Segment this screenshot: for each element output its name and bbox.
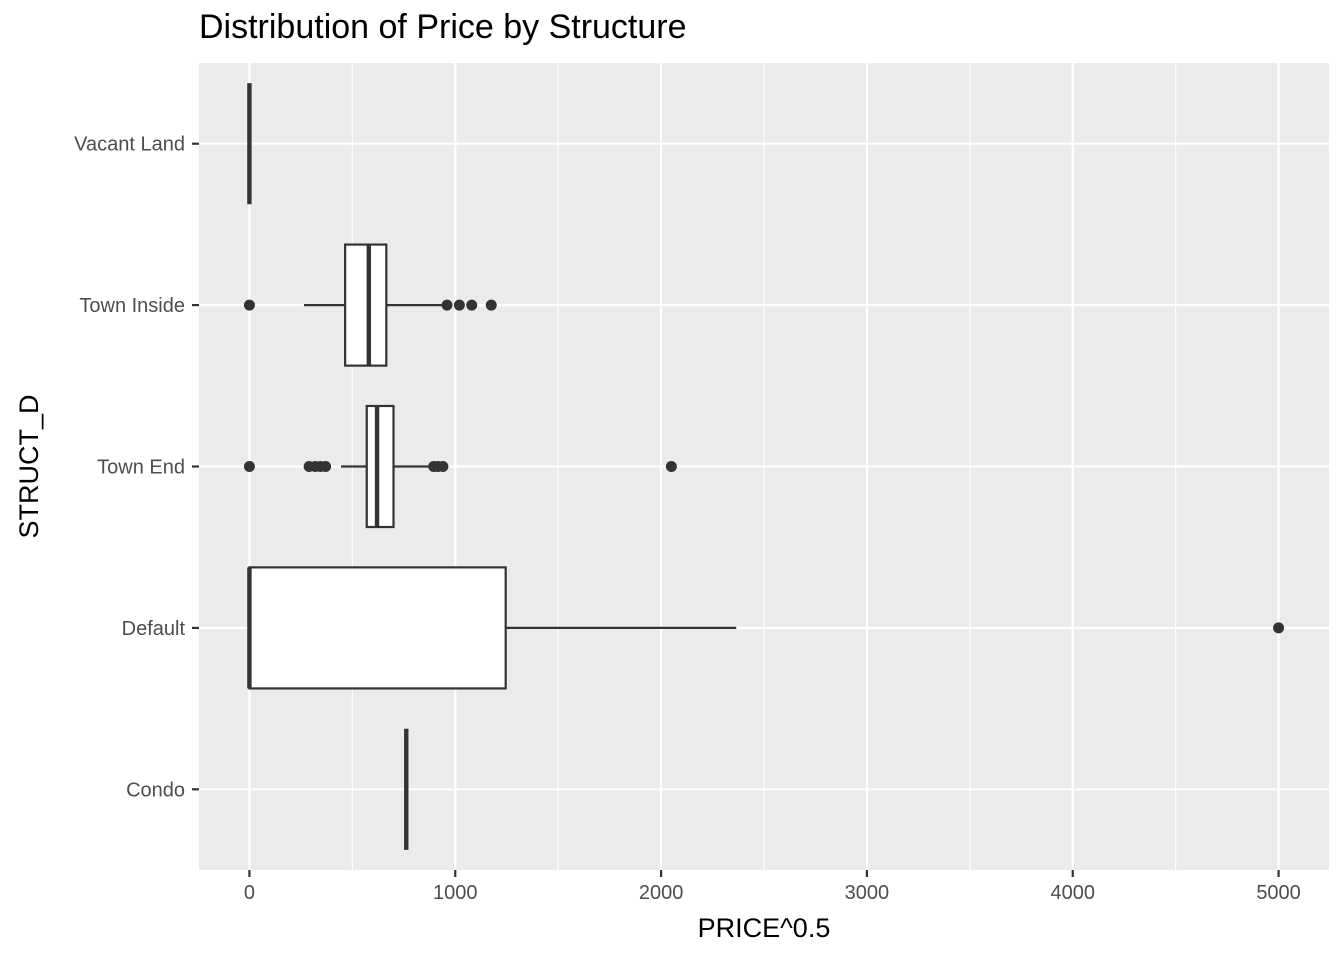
outlier-point bbox=[453, 299, 465, 311]
outlier-point bbox=[441, 299, 453, 311]
y-tick-label: Town Inside bbox=[79, 295, 185, 317]
x-tick-label: 2000 bbox=[639, 882, 684, 904]
x-tick-label: 1000 bbox=[433, 882, 478, 904]
outlier-point bbox=[437, 461, 449, 472]
outlier-point bbox=[485, 299, 497, 311]
axes-layer: 0 1000 2000 3000 4000 5000 Condo Default Town En… bbox=[74, 134, 1301, 904]
x-tick-label: 3000 bbox=[845, 882, 890, 904]
y-tick-label: Vacant Land bbox=[74, 134, 185, 156]
outlier-point bbox=[466, 299, 478, 311]
y-tick-label: Town End bbox=[97, 457, 185, 479]
outlier-point bbox=[320, 461, 332, 472]
box-iqr bbox=[365, 404, 395, 529]
y-tick-label: Default bbox=[122, 618, 186, 640]
x-tick-label: 4000 bbox=[1050, 882, 1095, 904]
outlier-point bbox=[665, 461, 677, 472]
outlier-point bbox=[1273, 622, 1285, 634]
x-tick-label: 0 bbox=[244, 882, 255, 904]
boxes-layer bbox=[243, 83, 1285, 850]
outlier-point bbox=[243, 299, 255, 311]
chart-title: Distribution of Price by Structure bbox=[199, 8, 687, 46]
x-tick-label: 5000 bbox=[1256, 882, 1301, 904]
box-iqr bbox=[344, 243, 388, 367]
box-iqr bbox=[248, 566, 507, 690]
y-tick-label: Condo bbox=[126, 779, 185, 801]
box-default bbox=[247, 566, 1285, 690]
box-town-inside bbox=[243, 243, 497, 367]
outlier-point bbox=[243, 461, 255, 472]
box-town-end bbox=[243, 404, 677, 529]
x-axis-title: PRICE^0.5 bbox=[698, 913, 831, 943]
y-axis-title: STRUCT_D bbox=[14, 394, 44, 538]
